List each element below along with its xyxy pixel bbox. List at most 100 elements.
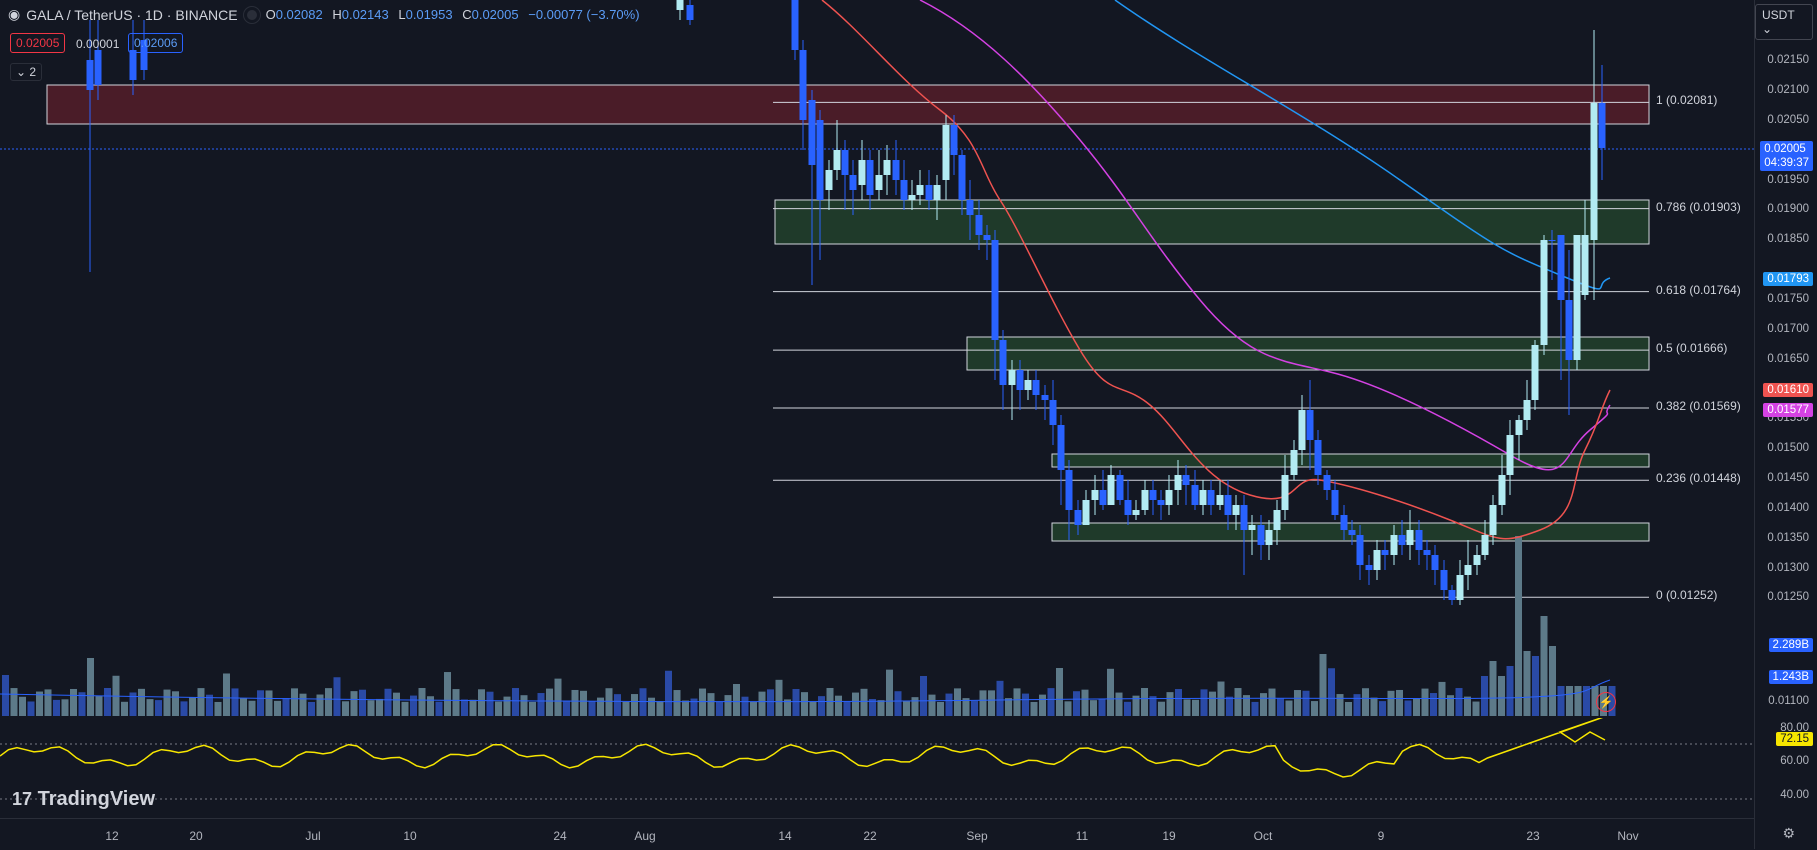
candle[interactable] [686, 0, 694, 25]
candle[interactable] [1473, 545, 1481, 575]
candle[interactable] [816, 110, 824, 260]
candle[interactable] [858, 140, 866, 200]
candle[interactable] [1464, 540, 1472, 590]
candle[interactable] [1398, 520, 1406, 555]
candle[interactable] [1041, 385, 1049, 420]
rsi-pane[interactable] [0, 718, 1755, 818]
sell-button[interactable]: 0.02005 [10, 33, 66, 53]
price-chart[interactable] [0, 0, 1755, 717]
candle[interactable] [1390, 525, 1398, 565]
candle[interactable] [1356, 525, 1364, 580]
candle[interactable] [933, 175, 941, 220]
candle[interactable] [1423, 540, 1431, 570]
candle[interactable] [1132, 500, 1140, 520]
candle[interactable] [799, 40, 807, 150]
candle[interactable] [1091, 475, 1099, 515]
candle[interactable] [1498, 455, 1506, 515]
candle[interactable] [1182, 465, 1190, 505]
indicators-toggle[interactable]: ⌄ 2 [10, 63, 43, 81]
candle[interactable] [1232, 495, 1240, 530]
flash-icon[interactable]: ⚡ [1596, 692, 1616, 712]
candle[interactable] [900, 160, 908, 210]
time-axis[interactable]: 12 20 Jul 10 24 Aug 14 22 Sep 11 19 Oct 9 23 Nov [0, 818, 1755, 850]
candle[interactable] [1199, 480, 1207, 515]
candle[interactable] [1565, 250, 1573, 415]
candle[interactable] [1099, 470, 1107, 510]
candle[interactable] [1032, 370, 1040, 410]
candle[interactable] [1348, 520, 1356, 545]
candle[interactable] [1373, 540, 1381, 580]
candle[interactable] [1365, 555, 1373, 585]
candle[interactable] [1340, 505, 1348, 540]
candle[interactable] [1314, 430, 1322, 485]
candle[interactable] [1157, 490, 1165, 520]
candle[interactable] [975, 200, 983, 250]
candle[interactable] [1456, 560, 1464, 605]
candle[interactable] [94, 20, 102, 100]
candle[interactable] [991, 230, 999, 380]
candle[interactable] [791, 0, 799, 60]
candle[interactable] [1049, 380, 1057, 445]
candle[interactable] [1406, 510, 1414, 560]
candle[interactable] [833, 120, 841, 180]
candle[interactable] [1381, 540, 1389, 570]
market-status-icon[interactable] [243, 6, 260, 23]
candle[interactable] [1531, 340, 1539, 410]
candle[interactable] [1224, 480, 1232, 530]
candle[interactable] [1431, 545, 1439, 585]
candle[interactable] [841, 140, 849, 210]
candle[interactable] [1440, 560, 1448, 600]
candle[interactable] [825, 160, 833, 210]
candle[interactable] [1489, 495, 1497, 545]
candle[interactable] [1165, 475, 1173, 515]
candle[interactable] [1008, 360, 1016, 420]
candle[interactable] [1024, 370, 1032, 400]
candle[interactable] [925, 170, 933, 210]
candle[interactable] [950, 115, 958, 175]
candle[interactable] [1306, 380, 1314, 470]
candle[interactable] [1323, 470, 1331, 500]
candle[interactable] [1415, 520, 1423, 565]
candle[interactable] [1074, 500, 1082, 535]
candle[interactable] [1065, 460, 1073, 540]
candle[interactable] [86, 20, 94, 272]
candlesticks[interactable] [86, 0, 1606, 605]
candle[interactable] [1481, 520, 1489, 560]
candle[interactable] [966, 180, 974, 240]
candle[interactable] [1290, 440, 1298, 480]
candle[interactable] [1082, 490, 1090, 525]
symbol-title[interactable]: GALA / TetherUS · 1D · BINANCE [26, 6, 238, 23]
candle[interactable] [1273, 500, 1281, 545]
buy-button[interactable]: 0.02006 [128, 33, 184, 53]
candle[interactable] [1265, 520, 1273, 560]
candle[interactable] [1149, 480, 1157, 515]
candle[interactable] [1216, 480, 1224, 510]
currency-select[interactable]: USDT ⌄ [1755, 4, 1813, 40]
candle[interactable] [1257, 515, 1265, 560]
candle[interactable] [140, 20, 148, 80]
candle[interactable] [916, 170, 924, 205]
candle[interactable] [1174, 460, 1182, 505]
candle[interactable] [1281, 455, 1289, 520]
candle[interactable] [1540, 235, 1548, 355]
candle[interactable] [1573, 235, 1581, 370]
candle[interactable] [908, 180, 916, 210]
candle[interactable] [942, 115, 950, 200]
candle[interactable] [1557, 235, 1565, 380]
candle[interactable] [1191, 470, 1199, 510]
candle[interactable] [1506, 420, 1514, 495]
candle[interactable] [808, 90, 816, 285]
candle[interactable] [676, 0, 684, 20]
candle[interactable] [1240, 495, 1248, 575]
candle[interactable] [1248, 515, 1256, 555]
candle[interactable] [129, 20, 137, 95]
gear-icon[interactable]: ⚙ [1782, 825, 1795, 841]
candle[interactable] [1598, 65, 1606, 180]
candle[interactable] [1331, 480, 1339, 520]
candle[interactable] [1057, 415, 1065, 505]
candle[interactable] [1298, 395, 1306, 465]
candle[interactable] [875, 150, 883, 200]
candle[interactable] [1016, 360, 1024, 410]
candle[interactable] [1548, 230, 1556, 280]
candle[interactable] [883, 145, 891, 195]
